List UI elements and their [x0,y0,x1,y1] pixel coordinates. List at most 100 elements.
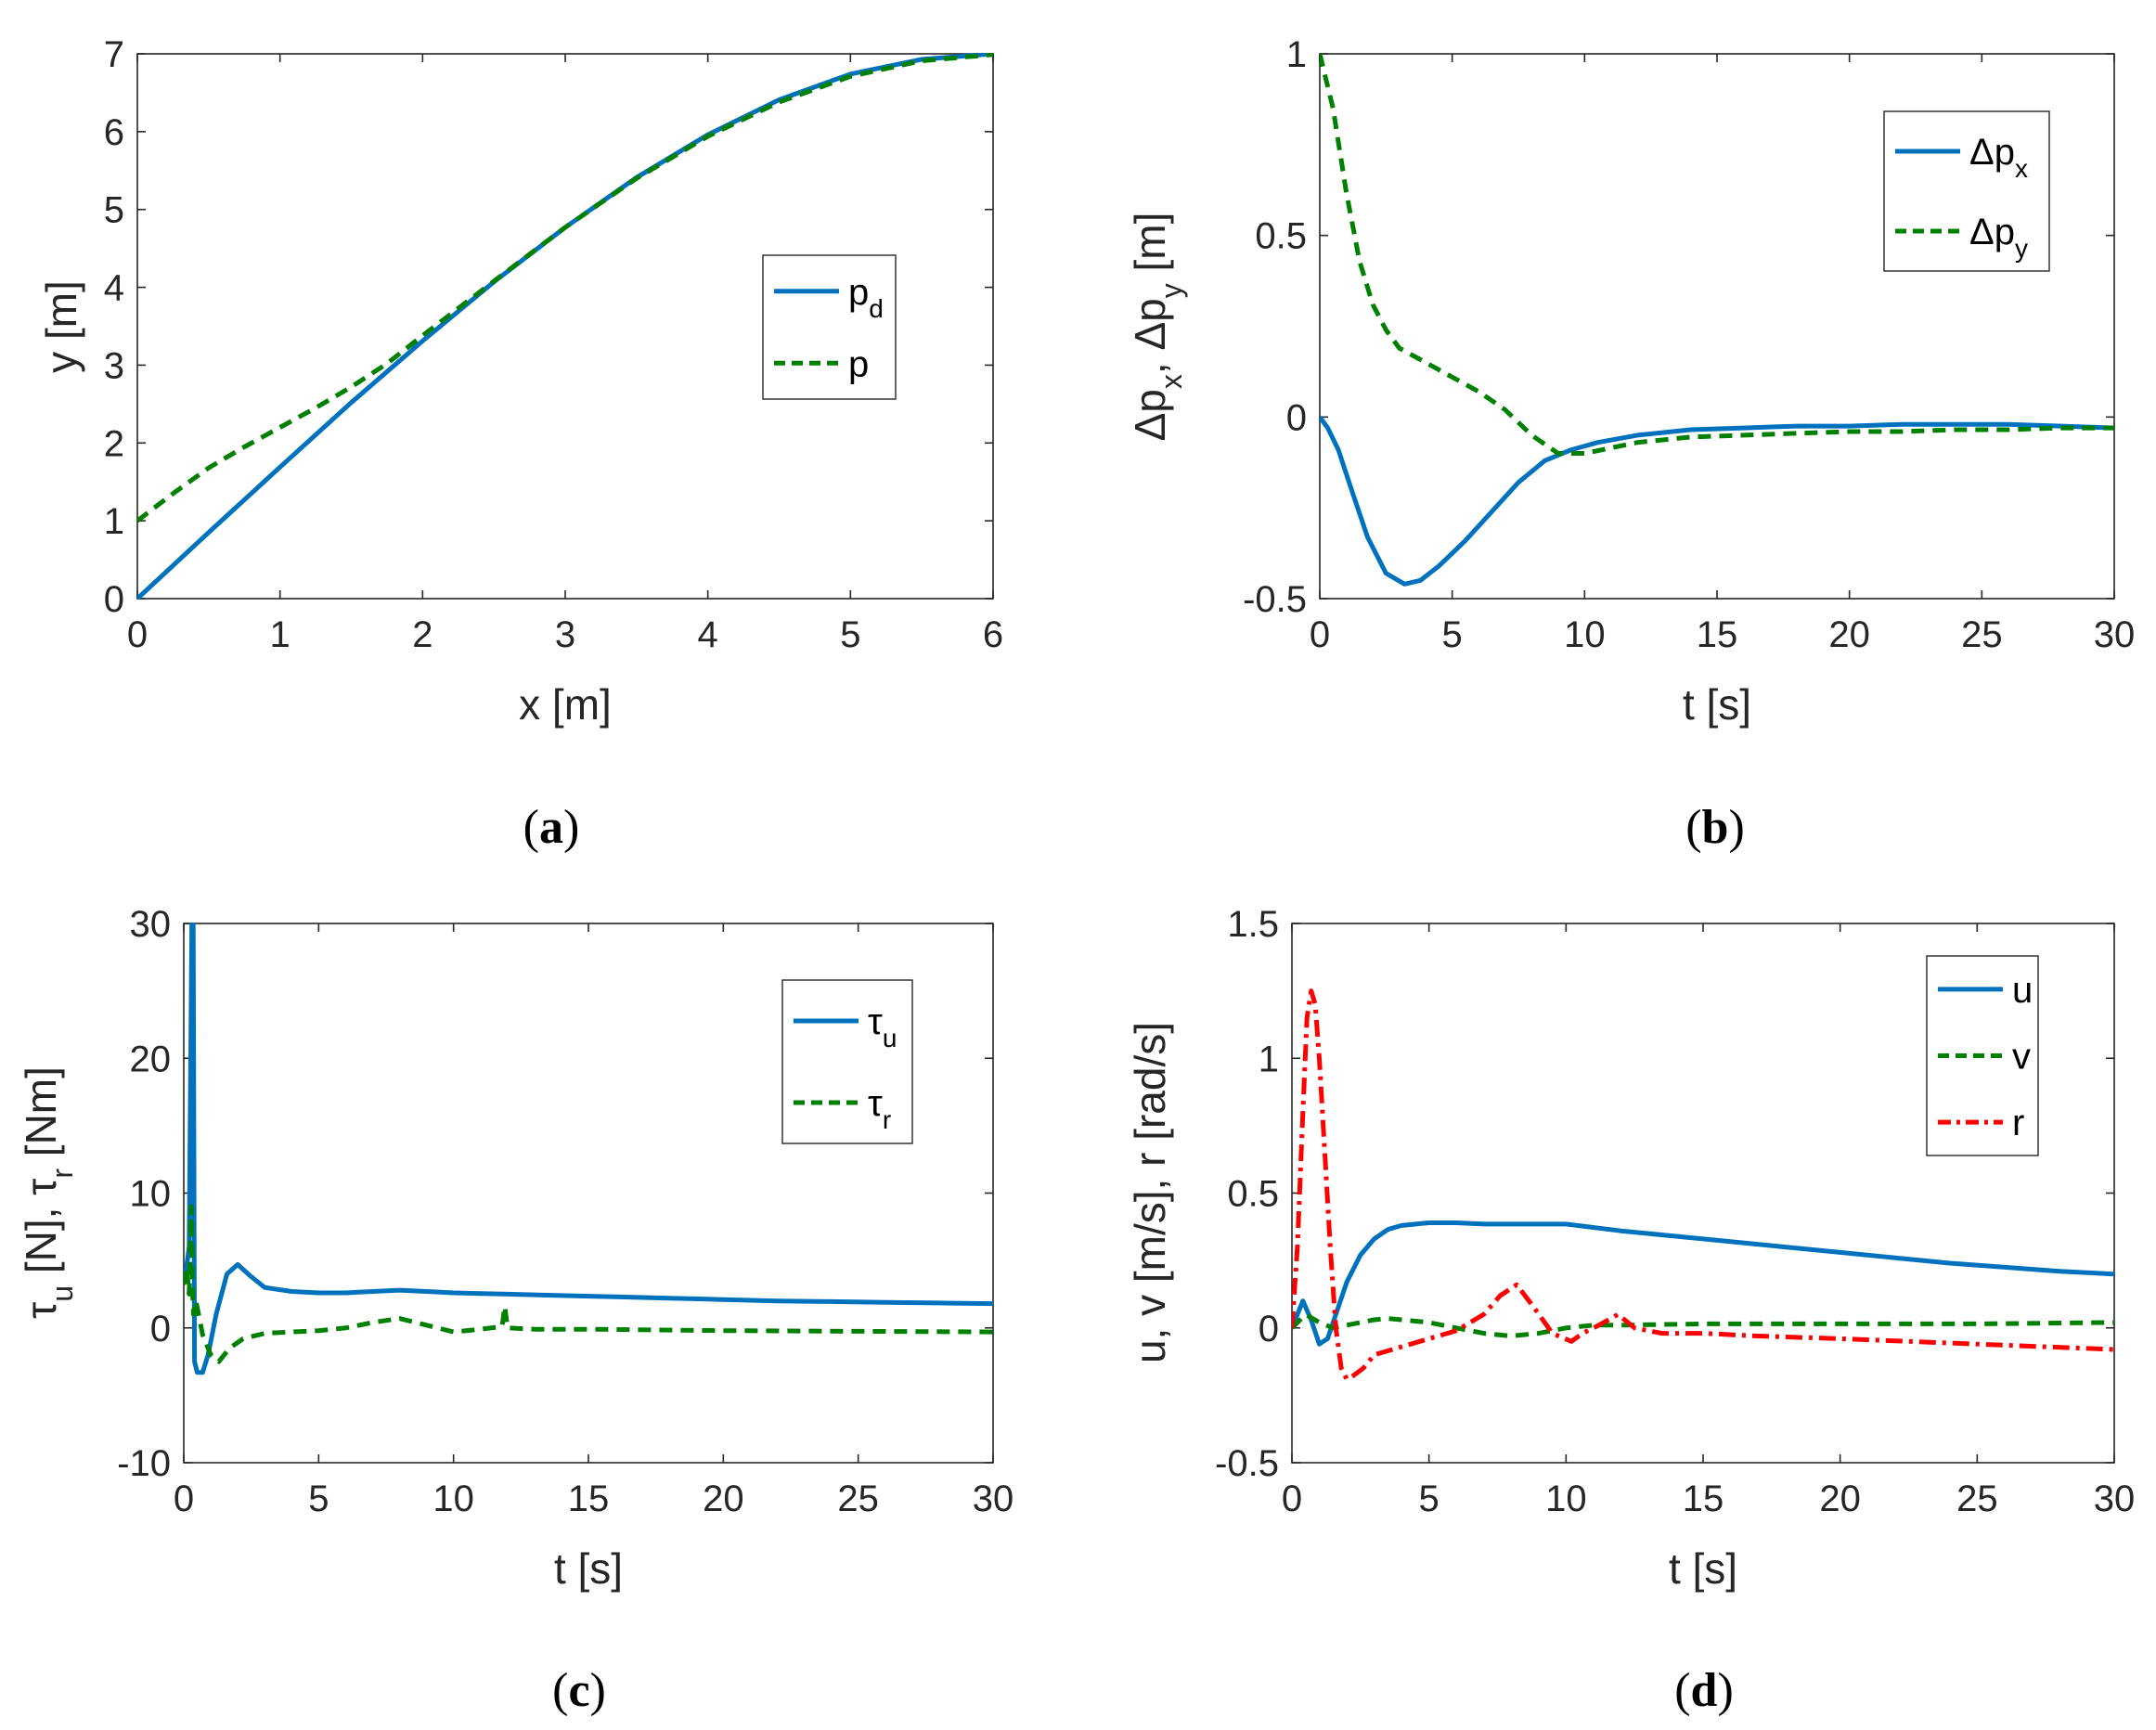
x-tick-label: 3 [555,614,575,655]
y-tick-label: 7 [104,34,124,75]
x-tick-label: 20 [1828,614,1870,655]
legend-entry: τr [868,1083,891,1134]
y-axis-label-part: [N], τ [17,1179,65,1285]
x-tick-label: 5 [308,1478,329,1519]
y-axis-label-part: Δp [1126,389,1174,441]
x-tick-label: 2 [412,614,432,655]
series-line-p-1 [137,53,993,523]
y-axis-label: Δpx, Δpy [m] [1126,213,1188,442]
x-tick-label: 30 [2094,1478,2136,1519]
series-line-u-0 [184,923,993,1375]
x-tick-label: 25 [1961,614,2003,655]
legend-entry-name: Δp [1969,212,2015,252]
series-group [184,923,993,1375]
y-tick-label: 1 [1259,1039,1279,1079]
legend-entry-subscript: d [869,294,884,323]
y-tick-label: 20 [130,1039,172,1079]
caption-letter: d [1691,1664,1718,1717]
legend-entry-name: p [848,343,869,384]
caption-paren: ) [1717,1664,1733,1717]
x-tick-label: 5 [1419,1478,1439,1519]
x-tick-label: 6 [983,614,1003,655]
legend: uvr [1926,955,2039,1156]
legend: pd p [762,254,897,400]
y-axis-label-subscript: y [1155,283,1188,298]
y-axis-label-subscript: u [45,1285,79,1302]
y-tick-label: 30 [130,904,172,945]
legend-entry-subscript: u [883,1024,897,1052]
caption-paren: ( [552,1664,568,1717]
y-tick-label: 1 [1286,34,1307,75]
legend-entry-name: Δp [1969,132,2015,173]
y-axis-label-part: [Nm] [17,1066,65,1168]
series-line-u-0 [1292,1220,2114,1347]
caption-paren: ) [590,1664,606,1717]
y-tick-label: 0 [104,579,124,620]
y-tick-label: 6 [104,112,124,153]
legend-entry: Δpy [1969,212,2028,263]
y-axis-label: u, v [m/s], r [rad/s] [1126,1022,1174,1363]
x-tick-label: 25 [837,1478,879,1519]
x-tick-label: 0 [1282,1478,1302,1519]
x-tick-label: 0 [174,1478,194,1519]
x-tick-label: 4 [698,614,718,655]
x-tick-label: 10 [1564,614,1606,655]
x-axis-label: t [s] [554,1544,623,1593]
x-axis-label: t [s] [1683,680,1751,729]
panel-b: 0 5 10 15 20 25 30-0.500.51t [s]Δpx, Δpy [m]Δp… [1126,34,2135,854]
legend-entry: pd [848,272,884,323]
series-group [137,53,993,600]
y-axis-label-part: y [m] [37,280,85,373]
legend-entry-name: v [2012,1037,2031,1078]
legend-entry-name: u [2012,970,2033,1011]
caption-letter: a [539,801,563,854]
panel-caption: (b) [1685,801,1745,854]
y-tick-label: 4 [104,268,124,309]
y-axis-label-part: u, v [m/s], r [rad/s] [1126,1022,1174,1363]
x-tick-label: 0 [127,614,148,655]
x-tick-label: 15 [1697,614,1738,655]
y-axis-label: τu [N], τr [Nm] [17,1066,79,1319]
y-tick-label: 1.5 [1227,904,1279,945]
x-axis-label: x [m] [519,680,612,729]
x-tick-label: 10 [1545,1478,1587,1519]
y-tick-label: 0 [150,1309,171,1349]
legend-entry: Δpx [1969,132,2028,183]
legend-entry-subscript: r [883,1105,891,1134]
panel-caption: (d) [1674,1664,1734,1717]
y-axis-label: y [m] [37,280,85,373]
y-tick-label: -0.5 [1243,579,1307,620]
series-line-r-1 [184,1204,993,1364]
panel-caption: (a) [523,801,580,854]
y-axis-label-part: [m] [1126,213,1174,284]
y-axis-label-part: , Δp [1126,298,1174,374]
x-axis-label: t [s] [1669,1544,1737,1593]
series-line-px-0 [1320,415,2114,587]
legend-entry: p [848,343,869,384]
x-tick-label: 1 [270,614,290,655]
y-axis-label-part: τ [17,1302,65,1319]
x-tick-label: 20 [703,1478,744,1519]
caption-paren: ) [1728,801,1744,854]
legend-box [762,254,897,400]
panel-caption: (c) [552,1664,606,1717]
legend-entry: r [2012,1103,2024,1143]
legend-entry-subscript: x [2015,154,2028,183]
legend-entry-subscript: y [2015,234,2028,263]
x-tick-label: 5 [1442,614,1463,655]
legend-box [781,979,913,1144]
series-line-r-2 [1292,988,2114,1382]
y-tick-label: 0 [1286,397,1307,438]
legend-entry-name: τ [868,1083,883,1124]
series-group [1292,988,2114,1382]
y-tick-label: 0 [1259,1309,1279,1349]
legend-entry: τu [868,1001,897,1052]
y-tick-label: 1 [104,501,124,542]
x-tick-label: 20 [1819,1478,1861,1519]
legend-entry-name: r [2012,1103,2024,1143]
